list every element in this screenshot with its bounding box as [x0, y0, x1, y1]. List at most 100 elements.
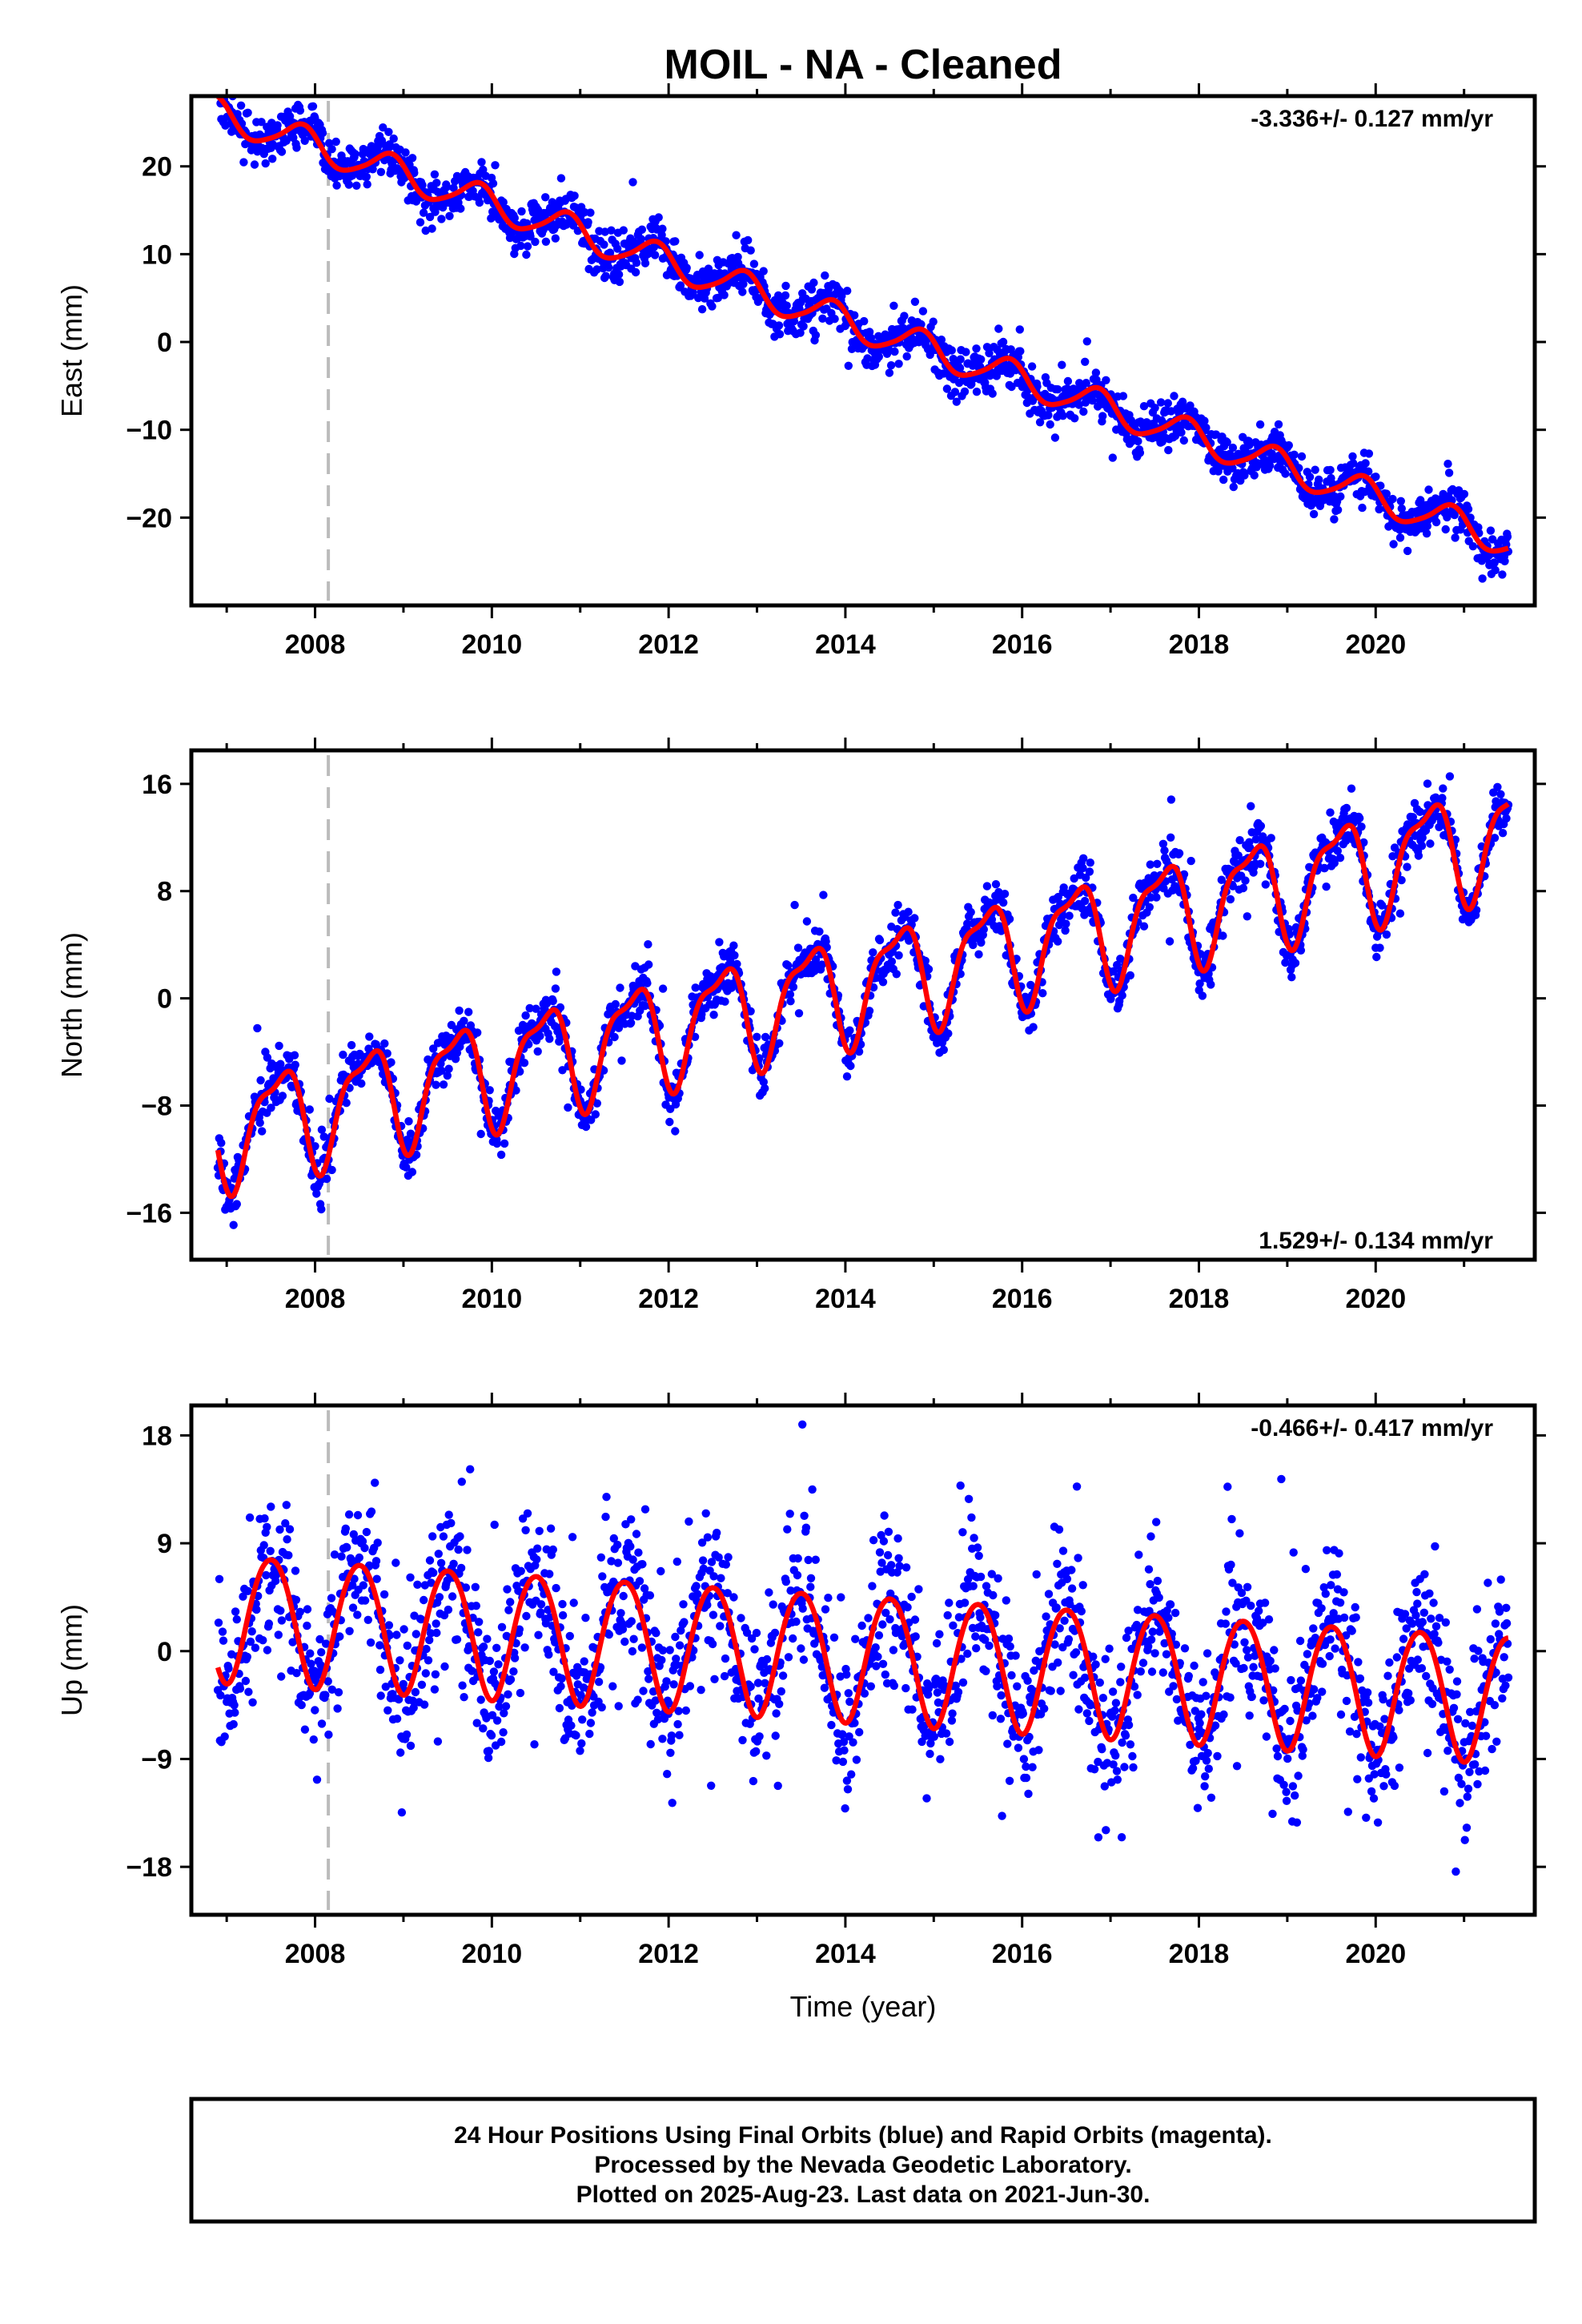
east-point [1240, 471, 1249, 480]
east-point [640, 259, 650, 267]
up-point [883, 1550, 893, 1560]
north-point [581, 1122, 591, 1132]
north-point [1502, 814, 1511, 823]
east-point [1478, 574, 1487, 583]
north-point [258, 1127, 267, 1136]
east-point [491, 161, 500, 170]
up-point [327, 1685, 336, 1694]
up-point [224, 1664, 233, 1673]
up-point [860, 1689, 869, 1698]
east-point [1035, 418, 1045, 427]
north-point [894, 951, 903, 960]
north-point [691, 983, 700, 992]
east-point [697, 305, 707, 314]
north-point [956, 970, 965, 979]
east-point [889, 301, 898, 310]
north-point [1152, 893, 1161, 902]
up-point [685, 1517, 693, 1526]
north-point [1247, 802, 1255, 810]
up-point [417, 1680, 427, 1689]
east-point [308, 102, 318, 111]
north-point [1080, 896, 1090, 906]
north-x-tick-label: 2016 [992, 1284, 1053, 1314]
up-point [422, 1644, 431, 1654]
north-point [721, 997, 729, 1006]
up-point [747, 1634, 757, 1643]
up-point [345, 1626, 354, 1636]
east-point [477, 158, 486, 167]
east-point [431, 207, 440, 216]
up-point [288, 1638, 297, 1647]
up-point [685, 1682, 695, 1691]
up-point [246, 1637, 255, 1647]
north-y-tick-label: 8 [157, 877, 172, 907]
north-point [921, 956, 930, 966]
up-point [586, 1719, 596, 1727]
north-point [1251, 834, 1261, 844]
up-point [530, 1740, 539, 1749]
up-point [873, 1652, 882, 1661]
up-point [572, 1731, 580, 1740]
up-point [457, 1478, 466, 1486]
north-point [617, 1056, 626, 1065]
north-point [784, 961, 793, 970]
up-point [532, 1555, 541, 1564]
north-point [322, 1174, 331, 1184]
up-point [784, 1653, 793, 1662]
north-point [746, 1007, 755, 1016]
up-point [375, 1665, 385, 1675]
up-point [926, 1749, 934, 1759]
north-point [1029, 1023, 1038, 1031]
north-point [521, 1011, 530, 1020]
up-point [394, 1695, 404, 1704]
north-point [997, 927, 1006, 935]
up-point [557, 1674, 566, 1683]
north-point [1472, 906, 1481, 915]
up-point [864, 1614, 873, 1622]
north-point [1158, 839, 1168, 849]
up-point [626, 1542, 635, 1551]
north-point [690, 1032, 700, 1042]
up-point [558, 1599, 567, 1609]
up-point [381, 1683, 390, 1691]
east-point [607, 226, 616, 235]
up-point [474, 1628, 483, 1637]
up-point [360, 1543, 369, 1553]
up-point [884, 1527, 893, 1537]
east-point [885, 368, 894, 377]
north-point [591, 1110, 600, 1119]
east-point [654, 213, 663, 222]
up-point [216, 1691, 225, 1700]
east-point [445, 211, 454, 220]
north-point [1397, 875, 1406, 885]
up-point [533, 1544, 542, 1553]
up-point [872, 1662, 881, 1671]
up-point [363, 1615, 372, 1625]
north-point [256, 1076, 265, 1085]
east-point [1491, 565, 1500, 575]
up-point [628, 1555, 637, 1564]
east-point [1082, 379, 1090, 388]
up-point [618, 1625, 628, 1634]
north-point [532, 1004, 540, 1013]
east-point [910, 297, 920, 306]
east-y-tick-label: 0 [157, 328, 172, 358]
east-point [866, 333, 876, 343]
north-point [610, 1032, 619, 1042]
east-point [1135, 448, 1145, 457]
up-point [542, 1545, 551, 1554]
north-point [473, 1028, 482, 1037]
up-point [383, 1706, 392, 1715]
up-point [484, 1753, 493, 1763]
up-point [365, 1561, 374, 1570]
north-point [1166, 833, 1175, 842]
up-point [669, 1680, 678, 1689]
east-point [1309, 509, 1319, 519]
north-point [545, 1035, 554, 1043]
east-point [352, 181, 361, 190]
up-point [933, 1688, 942, 1697]
east-point [956, 355, 965, 364]
north-point [1347, 784, 1356, 793]
north-point [910, 914, 919, 923]
up-point [321, 1639, 331, 1648]
